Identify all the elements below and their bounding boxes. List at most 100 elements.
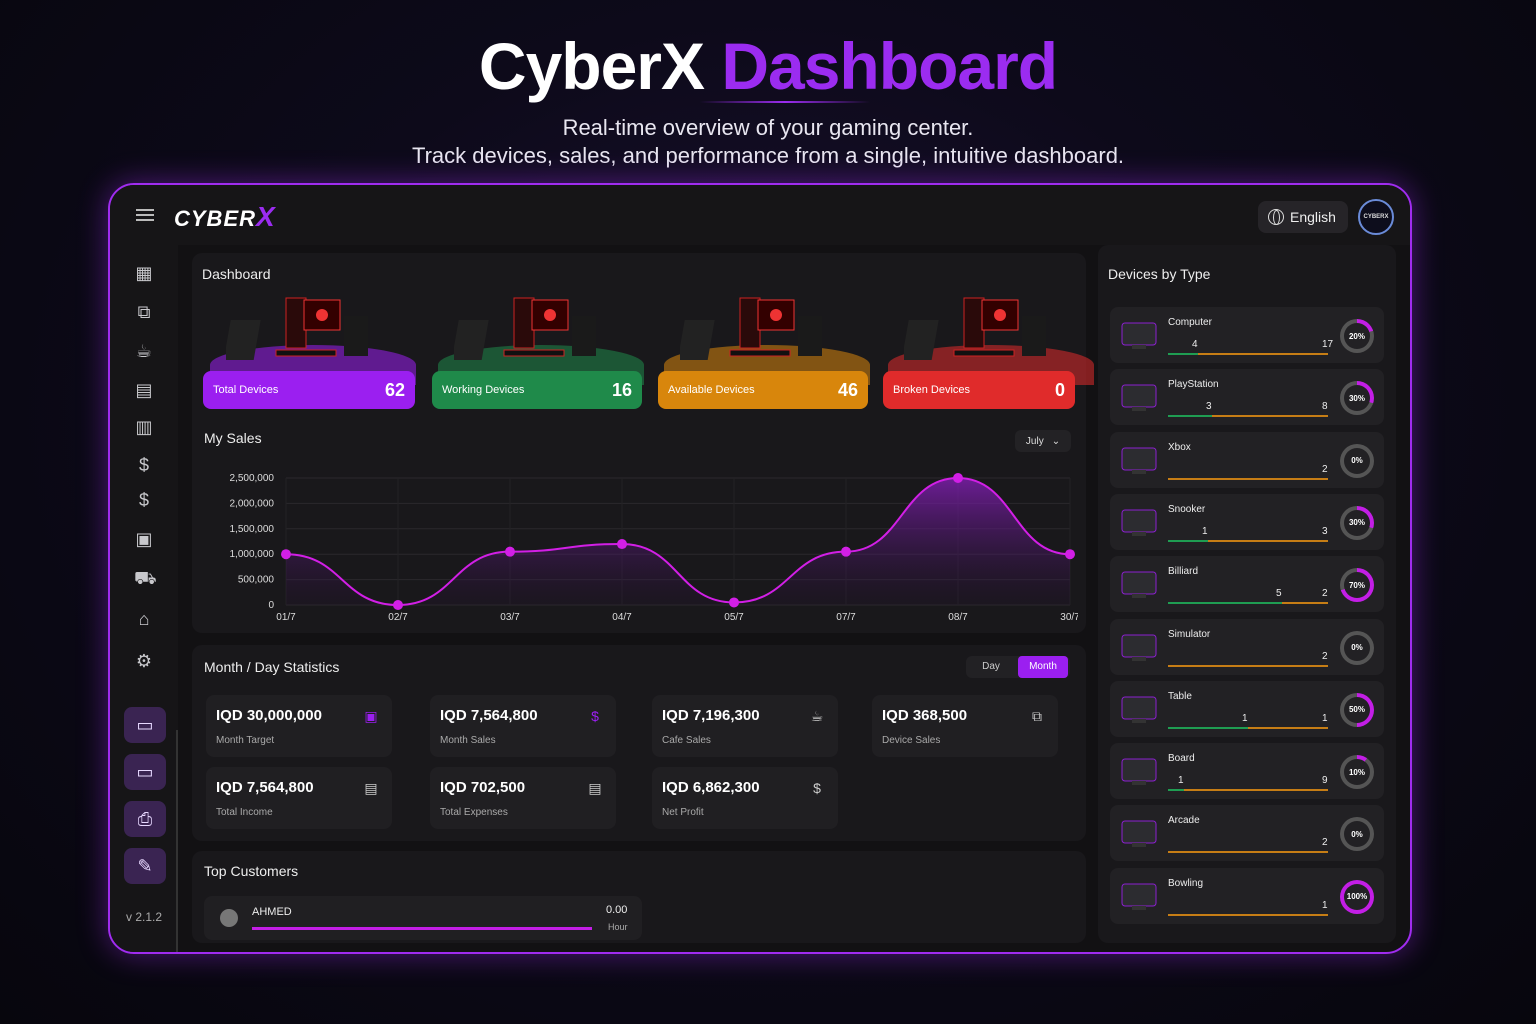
cart-icon[interactable]: ⛟ (134, 568, 157, 588)
language-label: English (1290, 209, 1336, 225)
device-type-row[interactable]: PlayStation 3 8 30% (1110, 369, 1384, 426)
device-working-count: 5 (1276, 588, 1282, 600)
customer-unit: Hour (608, 922, 628, 932)
sales-point[interactable] (505, 546, 515, 557)
device-type-name: PlayStation (1168, 379, 1219, 391)
device-type-row[interactable]: Xbox 2 0% (1110, 431, 1384, 488)
coffee-icon[interactable]: ☕ (135, 341, 153, 361)
sales-point[interactable] (1065, 549, 1075, 560)
globe-icon (1268, 209, 1284, 225)
sidebar: ▦ ⧉ ☕ ▤ ▥ $ $ ▣ ⛟ ⌂ ⚙ ▭ ▭ ⎙ ✎ v 2.1.2 (110, 245, 178, 952)
month-select[interactable]: July ⌄ (1015, 430, 1071, 452)
stat-card: IQD 368,500 Device Sales ⧉ (872, 695, 1058, 757)
card-value: 46 (837, 379, 858, 400)
device-type-row[interactable]: Snooker 1 3 30% (1110, 493, 1384, 550)
devices-icon[interactable]: ⧉ (137, 302, 151, 322)
language-selector[interactable]: English (1258, 201, 1348, 233)
sales-point[interactable] (281, 549, 291, 560)
device-type-row[interactable]: Simulator 2 0% (1110, 618, 1384, 675)
device-type-percent: 10% (1344, 759, 1370, 786)
broken-devices-card[interactable]: Broken Devices 0 (883, 371, 1075, 409)
y-tick-label: 1,000,000 (230, 549, 275, 560)
device-type-percent: 20% (1344, 323, 1370, 349)
target-icon: ▣ (364, 708, 378, 724)
device-working-count: 1 (1202, 525, 1208, 537)
stat-card: IQD 30,000,000 Month Target ▣ (206, 695, 392, 757)
dashboard-title: Dashboard (202, 266, 271, 282)
notes-shortcut[interactable]: ✎ (124, 848, 166, 884)
menu-icon[interactable] (136, 209, 154, 221)
total-devices-card[interactable]: Total Devices 62 (203, 371, 415, 409)
device-type-ring: 70% (1340, 568, 1374, 603)
working-devices-card[interactable]: Working Devices 16 (432, 371, 642, 409)
archive-icon[interactable]: ▥ (135, 417, 153, 437)
device-type-name: Computer (1168, 317, 1212, 328)
device-type-row[interactable]: Computer 4 17 20% (1110, 307, 1384, 363)
printer-icon: ⎙ (137, 808, 153, 829)
store-icon[interactable]: ⌂ (138, 609, 150, 629)
toggle-day[interactable]: Day (982, 661, 1000, 672)
available-devices-card[interactable]: Available Devices 46 (658, 371, 868, 409)
sidebar-scrollbar[interactable] (176, 730, 178, 952)
stat-label: Cafe Sales (662, 735, 711, 746)
user-icon (220, 909, 238, 927)
device-type-row[interactable]: Billiard 5 2 70% (1110, 556, 1384, 613)
sales-point[interactable] (841, 546, 851, 557)
x-tick-label: 02/7 (388, 612, 408, 623)
dollar-icon[interactable]: $ (138, 490, 149, 510)
stat-label: Month Sales (440, 735, 496, 746)
device-type-name: Billiard (1168, 566, 1199, 578)
device-available-count: 17 (1322, 339, 1334, 350)
coffee-icon: ☕ (810, 708, 824, 724)
report-icon[interactable]: ▣ (135, 529, 153, 549)
stat-card: IQD 6,862,300 Net Profit $ (652, 767, 838, 829)
sales-point[interactable] (953, 473, 963, 483)
device-type-row[interactable]: Board 1 9 10% (1110, 743, 1384, 800)
y-tick-label: 500,000 (238, 575, 275, 586)
stat-value: IQD 7,564,800 (440, 707, 538, 724)
device-type-row[interactable]: Arcade 2 0% (1110, 805, 1384, 862)
gear-icon[interactable]: ⚙ (135, 651, 153, 671)
device-working-count: 1 (1178, 775, 1184, 787)
device-type-name: Snooker (1168, 503, 1206, 515)
cash-icon: ▤ (364, 780, 378, 796)
hero-title: CyberX Dashboard (0, 28, 1536, 104)
device-type-percent: 50% (1344, 696, 1370, 723)
customers-title: Top Customers (204, 863, 299, 879)
device-type-ring: 30% (1340, 381, 1374, 416)
sales-point[interactable] (729, 597, 739, 608)
cash-icon: ▤ (588, 780, 602, 796)
dashboard-grid-icon[interactable]: ▦ (135, 263, 153, 283)
gaming-setup-image (454, 297, 596, 360)
device-type-percent: 70% (1344, 572, 1370, 599)
device-type-name: Xbox (1168, 441, 1191, 453)
user-avatar[interactable]: CYBERX (1358, 199, 1394, 235)
device-type-row[interactable]: Bowling 1 100% (1110, 867, 1384, 924)
wallet-icon[interactable]: ▤ (135, 380, 153, 400)
device-thumbnail (1121, 883, 1157, 910)
y-tick-label: 2,000,000 (230, 498, 275, 509)
device-available-count: 2 (1322, 837, 1328, 849)
stat-value: IQD 702,500 (440, 779, 526, 796)
wallet-shortcut[interactable]: ▭ (124, 754, 166, 790)
monitor-shortcut[interactable]: ▭ (124, 707, 166, 743)
device-type-percent: 0% (1344, 634, 1370, 661)
toggle-month[interactable]: Month (1018, 656, 1068, 678)
device-type-percent: 100% (1344, 883, 1370, 910)
device-type-bar (1168, 353, 1328, 355)
sales-point[interactable] (393, 600, 403, 610)
devices-icon: ⧉ (1032, 708, 1042, 724)
printer-shortcut[interactable]: ⎙ (124, 801, 166, 837)
card-label: Broken Devices (893, 384, 971, 396)
device-type-row[interactable]: Table 1 1 50% (1110, 680, 1384, 737)
customer-row[interactable]: AHMED 0.00 Hour (204, 896, 642, 940)
device-type-bar (1168, 851, 1328, 854)
sales-point[interactable] (617, 539, 627, 550)
hero-divider (700, 101, 870, 103)
sales-title: My Sales (204, 430, 262, 446)
device-type-ring: 50% (1340, 692, 1374, 727)
coin-icon[interactable]: $ (138, 455, 149, 475)
device-type-bar (1168, 913, 1328, 916)
device-type-bar (1168, 415, 1328, 418)
stat-value: IQD 7,196,300 (662, 707, 760, 724)
